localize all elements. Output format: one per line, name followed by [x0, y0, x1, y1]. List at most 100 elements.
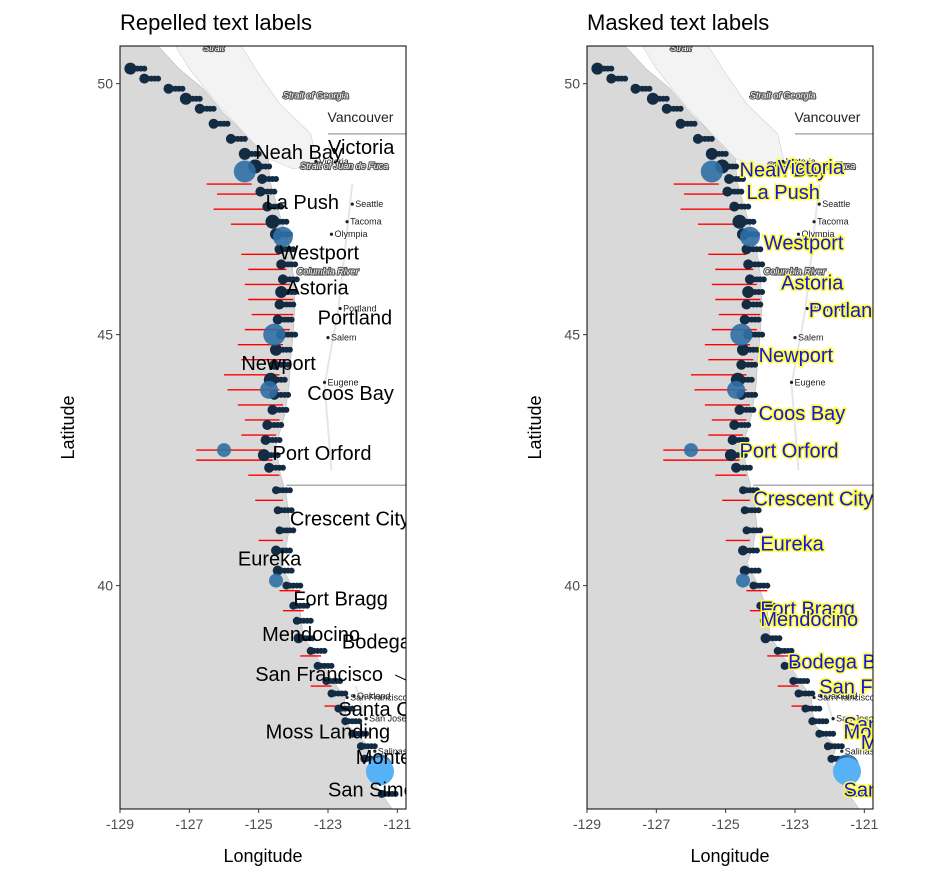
- basemap-city-label: Eugene: [795, 377, 826, 387]
- basemap-city-label: Salinas: [378, 746, 408, 756]
- place-label: Neah Bay: [255, 142, 343, 164]
- place-label: Newport: [241, 353, 316, 375]
- basemap-city-label: Salinas: [845, 746, 875, 756]
- place-label: San Simeon: [844, 779, 936, 801]
- chart-panel-1: Vancouver Victoria Seattle Tacoma Olympia Por…: [58, 10, 451, 866]
- data-point: [677, 105, 684, 112]
- data-point: [752, 391, 759, 398]
- place-label: Mendocino: [760, 609, 858, 631]
- x-tick-label: -125: [712, 816, 740, 832]
- data-point: [745, 203, 752, 210]
- city-dot: [819, 694, 823, 698]
- data-point: [290, 527, 297, 534]
- water-label: Strait: [203, 43, 225, 53]
- basemap-city-label: Oakland: [357, 691, 391, 701]
- data-point-large: [739, 226, 760, 247]
- basemap-city-label: San Jose: [369, 714, 407, 724]
- city-dot: [373, 749, 377, 753]
- data-point: [265, 214, 280, 229]
- data-point: [328, 662, 335, 669]
- data-point: [838, 743, 845, 750]
- data-point: [392, 790, 399, 797]
- data-point: [757, 527, 764, 534]
- place-label: San Francisco: [819, 677, 936, 699]
- data-point: [288, 507, 295, 514]
- vancouver-island: [175, 46, 318, 170]
- data-point: [591, 62, 604, 75]
- basemap-city-label: Tacoma: [817, 217, 849, 227]
- data-point: [288, 316, 295, 323]
- place-label: Crescent City: [753, 488, 873, 510]
- data-point: [816, 705, 823, 712]
- plot-area: Vancouver Victoria Seattle Tacoma Olympia Por…: [587, 46, 936, 809]
- chart-panel-2: Vancouver Victoria Seattle Tacoma Olympia Por…: [525, 10, 936, 866]
- city-dot: [352, 694, 356, 698]
- basemap-city-label: Victoria: [786, 156, 816, 166]
- basemap-city-label: Salem: [798, 333, 824, 343]
- data-point: [608, 65, 615, 72]
- data-point: [753, 487, 760, 494]
- y-axis-title: Latitude: [525, 395, 545, 459]
- y-tick-label: 45: [564, 327, 580, 343]
- place-label: Mendocino: [262, 624, 360, 646]
- data-point: [748, 376, 755, 383]
- data-point-large: [217, 443, 231, 458]
- data-point: [708, 135, 715, 142]
- place-label: Victoria: [778, 157, 845, 179]
- data-point: [286, 346, 293, 353]
- place-label: Portland: [318, 308, 393, 330]
- data-point: [293, 276, 300, 283]
- data-point: [275, 286, 288, 298]
- data-point: [753, 346, 760, 353]
- data-point: [224, 120, 231, 127]
- data-point-large: [700, 160, 723, 183]
- city-dot: [793, 336, 797, 340]
- data-point-large: [269, 573, 283, 588]
- place-label: Portland: [809, 300, 884, 322]
- data-point: [732, 214, 747, 229]
- y-tick-label: 40: [564, 578, 580, 594]
- data-point: [238, 147, 251, 160]
- data-point-large: [736, 573, 750, 588]
- x-tick-label: -123: [781, 816, 809, 832]
- city-dot: [812, 695, 816, 700]
- place-label: Coos Bay: [307, 383, 394, 405]
- city-dot: [345, 220, 349, 224]
- data-point: [266, 163, 273, 170]
- data-point: [349, 705, 356, 712]
- data-point: [746, 464, 753, 471]
- data-point: [307, 617, 314, 624]
- place-label: San Francisco: [255, 664, 383, 686]
- road: [790, 183, 821, 471]
- city-dot: [817, 202, 821, 206]
- plot-frame: [586, 45, 874, 810]
- data-point: [124, 62, 137, 75]
- x-tick-label: -123: [314, 816, 342, 832]
- data-point-highlight: [833, 757, 861, 786]
- data-point: [274, 452, 281, 459]
- data-point: [745, 422, 752, 428]
- city-dot: [338, 306, 342, 311]
- place-label: San Simeon: [328, 779, 437, 801]
- basemap-city-label: Tacoma: [350, 217, 382, 227]
- data-point: [755, 507, 762, 514]
- place-label: Bodega Bay: [342, 631, 451, 653]
- data-point: [760, 276, 767, 283]
- basemap-city-label: Victoria: [319, 156, 349, 166]
- data-point: [776, 635, 783, 642]
- city-dot: [781, 159, 785, 164]
- data-point: [179, 92, 192, 105]
- place-label: Port Orford: [273, 443, 372, 465]
- data-point: [755, 316, 762, 323]
- data-point: [753, 547, 760, 554]
- place-label: Santa Cruz: [338, 699, 438, 721]
- water-label: Strait of Juan de Fuca: [300, 161, 388, 171]
- data-point: [804, 678, 811, 684]
- place-label: Newport: [759, 345, 834, 367]
- basemap-city-label: Oakland: [824, 691, 858, 701]
- data-point: [285, 391, 292, 398]
- basemap-city-label: Eugene: [328, 377, 359, 387]
- basemap-city-label: San Francisco: [817, 693, 875, 703]
- data-point: [622, 75, 629, 82]
- data-point: [273, 176, 279, 182]
